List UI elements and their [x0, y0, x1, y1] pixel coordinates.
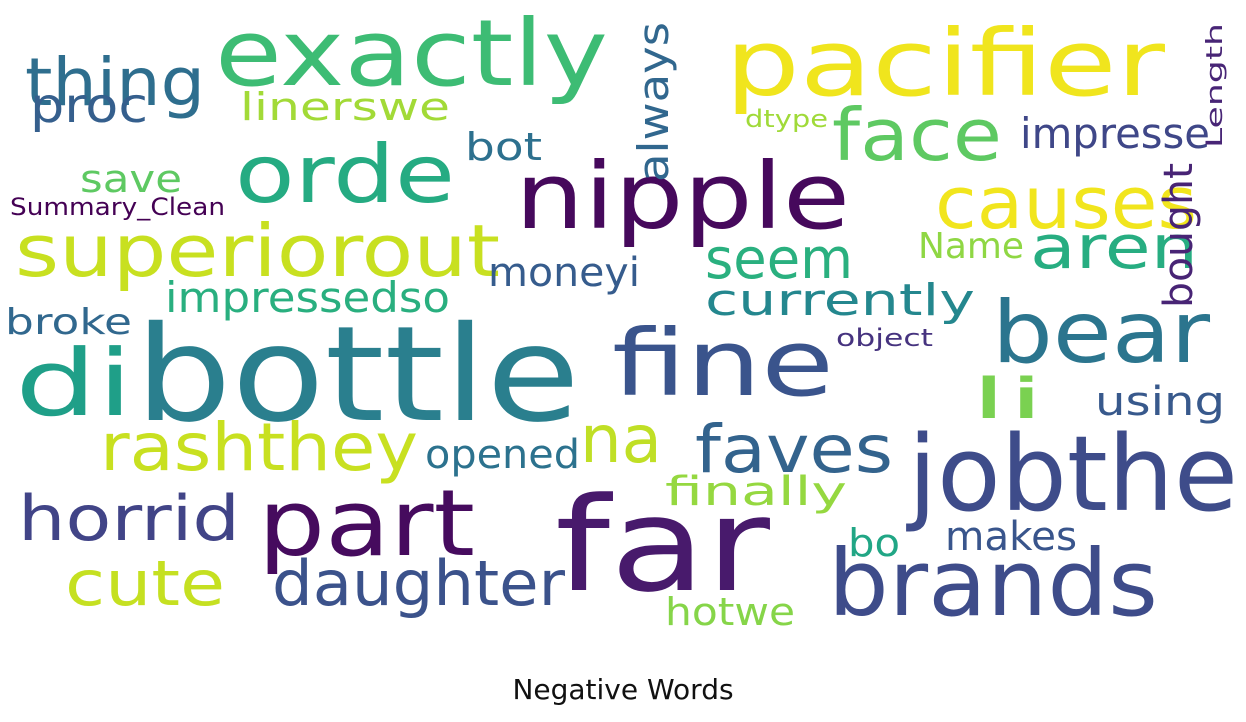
word-impresse: impresse: [1020, 109, 1210, 158]
word-bo: bo: [848, 521, 900, 565]
word-makes: makes: [945, 514, 1077, 560]
word-seem: seem: [705, 227, 853, 292]
word-jobthe: jobthe: [906, 413, 1238, 535]
word-na: na: [580, 401, 662, 478]
word-always: always: [629, 22, 678, 182]
word-impressedso: impressedso: [165, 273, 450, 322]
word-horrid: horrid: [18, 482, 240, 555]
word-bear: bear: [992, 283, 1211, 383]
word-name: Name: [918, 226, 1024, 267]
word-length: Length: [1203, 23, 1228, 148]
word-summary-clean: Summary_Clean: [10, 193, 225, 221]
word-li: li: [970, 367, 1045, 432]
word-face: face: [832, 93, 1002, 177]
word-using: using: [1095, 379, 1225, 425]
word-exactly: exactly: [215, 0, 608, 107]
word-orde: orde: [235, 128, 455, 221]
word-proc: proc: [30, 78, 148, 134]
word-superiorout: superiorout: [15, 209, 500, 293]
word-causes: causes: [935, 161, 1197, 245]
word-daughter: daughter: [272, 547, 566, 620]
word-nipple: nipple: [515, 143, 850, 250]
word-moneyi: moneyi: [488, 250, 640, 296]
word-opened: opened: [425, 432, 580, 478]
word-bought: bought: [1156, 163, 1202, 308]
figure-title: Negative Words: [512, 673, 734, 706]
word-broke: broke: [5, 302, 132, 343]
word-hotwe: hotwe: [665, 590, 795, 634]
word-linerswe: linerswe: [240, 85, 450, 129]
word-faves: faves: [695, 411, 893, 488]
word-far: far: [555, 469, 771, 621]
word-finally: finally: [665, 469, 847, 515]
word-object: object: [836, 324, 933, 352]
word-fine: fine: [612, 310, 834, 417]
word-brands: brands: [828, 530, 1158, 637]
word-dtype: dtype: [745, 105, 828, 133]
word-pacifier: pacifier: [725, 10, 1165, 117]
word-part: part: [258, 470, 475, 577]
word-aren: aren: [1030, 213, 1198, 283]
word-currently: currently: [705, 275, 975, 326]
word-rashthey: rashthey: [100, 409, 418, 486]
word-bot: bot: [465, 125, 542, 169]
word-save: save: [80, 157, 182, 201]
word-thing: thing: [25, 44, 205, 121]
word-cute: cute: [65, 547, 225, 620]
word-bottle: bottle: [135, 298, 580, 452]
word-di: di: [15, 330, 133, 437]
